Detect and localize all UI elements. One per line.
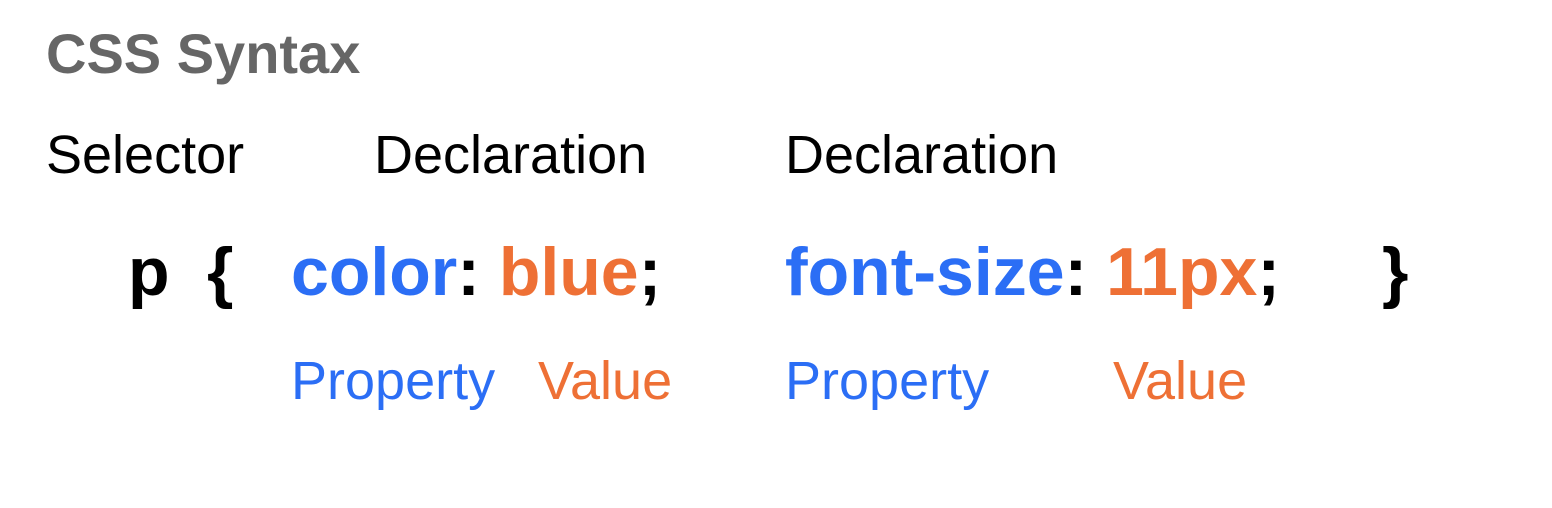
code-declaration-2: font-size: 11px; — [785, 238, 1280, 306]
code-colon-2: : — [1064, 234, 1088, 310]
code-close-brace: } — [1382, 234, 1409, 310]
value-label-1: Value — [538, 351, 673, 411]
code-property-1: color — [291, 234, 458, 310]
code-property-2: font-size — [785, 234, 1065, 310]
code-semicolon-2: ; — [1257, 234, 1281, 310]
code-value-2: 11px — [1106, 234, 1258, 310]
diagram-title: CSS Syntax — [46, 22, 361, 85]
selector-label: Selector — [46, 125, 245, 185]
code-open-brace: { — [207, 234, 234, 310]
code-declaration-1: color: blue; — [291, 238, 661, 306]
property-label-1: Property — [291, 351, 496, 411]
code-selector: p — [128, 234, 170, 310]
property-label-2: Property — [785, 351, 990, 411]
declaration-label-2: Declaration — [785, 125, 1059, 185]
code-semicolon-1: ; — [638, 234, 662, 310]
declaration-label-1: Declaration — [374, 125, 648, 185]
code-value-1: blue — [498, 234, 639, 310]
value-label-2: Value — [1113, 351, 1248, 411]
code-colon-1: : — [457, 234, 480, 310]
